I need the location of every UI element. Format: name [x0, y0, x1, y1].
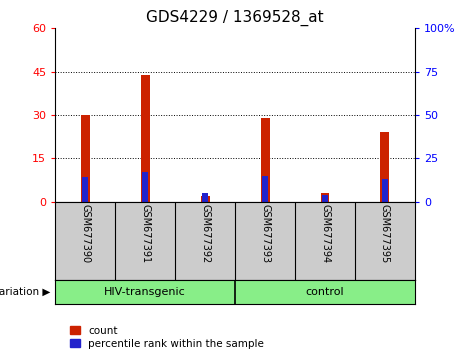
- Bar: [320, 193, 330, 202]
- Text: HIV-transgenic: HIV-transgenic: [104, 287, 186, 297]
- Bar: [262, 176, 268, 202]
- Text: GSM677395: GSM677395: [380, 204, 390, 263]
- Title: GDS4229 / 1369528_at: GDS4229 / 1369528_at: [146, 9, 324, 25]
- Legend: count, percentile rank within the sample: count, percentile rank within the sample: [70, 326, 264, 349]
- Text: GSM677391: GSM677391: [140, 204, 150, 263]
- Text: GSM677392: GSM677392: [200, 204, 210, 263]
- Bar: [81, 115, 90, 202]
- Bar: [382, 179, 388, 202]
- Bar: [380, 132, 390, 202]
- Text: control: control: [306, 287, 344, 297]
- Bar: [260, 118, 270, 202]
- Text: GSM677390: GSM677390: [80, 204, 90, 263]
- Bar: [201, 196, 210, 202]
- Bar: [202, 193, 208, 202]
- Text: genotype/variation ▶: genotype/variation ▶: [0, 287, 51, 297]
- Bar: [141, 75, 150, 202]
- Text: GSM677394: GSM677394: [320, 204, 330, 263]
- Text: GSM677393: GSM677393: [260, 204, 270, 263]
- Bar: [142, 172, 148, 202]
- Bar: [82, 177, 88, 202]
- Bar: [322, 195, 328, 202]
